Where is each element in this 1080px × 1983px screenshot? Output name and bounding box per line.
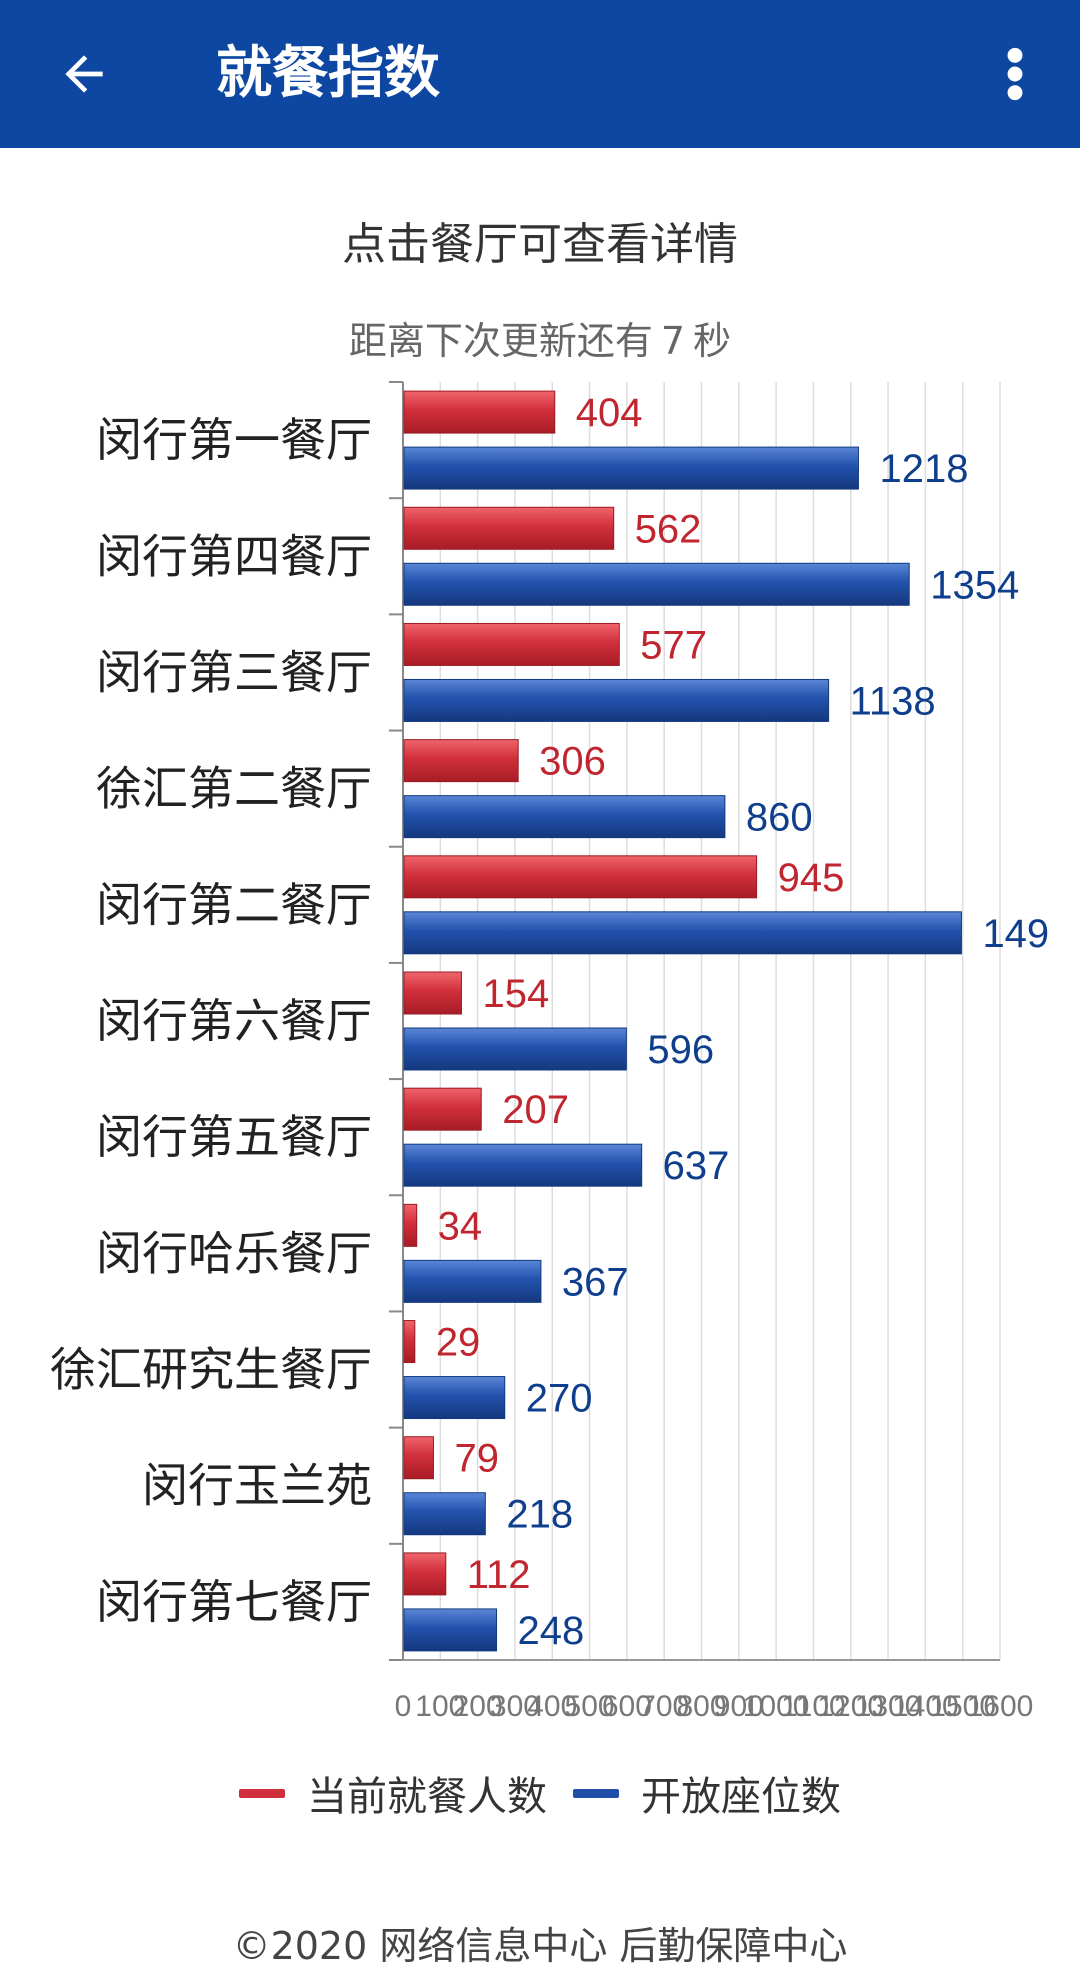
app-bar: 就餐指数: [0, 0, 1080, 148]
x-tick-label: 500: [565, 1690, 615, 1720]
bar-value-label: 29: [436, 1321, 481, 1365]
bar-open-seats[interactable]: [403, 1027, 627, 1071]
bar-current-diners[interactable]: [403, 622, 620, 666]
bar-current-diners[interactable]: [403, 1320, 416, 1364]
bar-open-seats[interactable]: [403, 795, 726, 839]
bar-open-seats[interactable]: [403, 1608, 498, 1652]
bar-value-label: 945: [778, 856, 845, 900]
bar-value-label: 1138: [850, 679, 936, 723]
more-vert-icon: [1007, 47, 1023, 101]
bar-open-seats[interactable]: [403, 1259, 542, 1303]
bar-value-label: 34: [438, 1204, 483, 1248]
category-label[interactable]: 闵行第三餐厅: [96, 645, 372, 699]
countdown-seconds: 7: [660, 319, 686, 363]
x-tick-label: 700: [639, 1690, 689, 1720]
category-label[interactable]: 闵行第二餐厅: [96, 878, 372, 932]
arrow-left-icon: [65, 55, 103, 93]
dining-index-chart: 0 100200300400500600700800900100011001200…: [50, 381, 1049, 1720]
legend-swatch-blue: [573, 1788, 619, 1798]
bar-value-label: 154: [482, 972, 549, 1016]
bar-value-label: 637: [663, 1144, 730, 1188]
bar-current-diners[interactable]: [403, 1436, 434, 1480]
bar-value-label: 562: [635, 507, 702, 551]
legend-current-label: 当前就餐人数: [307, 1774, 547, 1820]
x-tick-label: 1100: [781, 1690, 846, 1720]
x-tick-label: 1000: [743, 1690, 810, 1720]
bar-current-diners[interactable]: [403, 1552, 447, 1596]
more-menu-button[interactable]: [990, 34, 1040, 114]
category-label[interactable]: 徐汇研究生餐厅: [50, 1343, 372, 1397]
legend-seats-label: 开放座位数: [641, 1774, 841, 1820]
bar-open-seats[interactable]: [403, 446, 859, 490]
bar-open-seats[interactable]: [403, 1143, 643, 1187]
bar-value-label: 1354: [930, 563, 1019, 607]
bar-current-diners[interactable]: [403, 1087, 482, 1131]
bar-value-label: 207: [502, 1088, 569, 1132]
bar-open-seats[interactable]: [403, 1376, 506, 1420]
category-label[interactable]: 闵行第一餐厅: [96, 413, 372, 467]
bar-value-label: 270: [526, 1377, 593, 1421]
chart-hint: 点击餐厅可查看详情: [342, 219, 738, 270]
countdown-prefix: 距离下次更新还有: [348, 319, 653, 363]
x-tick-label: 800: [676, 1690, 726, 1720]
x-tick-label: 0: [395, 1690, 412, 1720]
category-label[interactable]: 闵行第七餐厅: [96, 1575, 372, 1629]
bar-value-label: 367: [562, 1260, 629, 1304]
countdown-suffix: 秒: [693, 319, 732, 363]
category-label[interactable]: 闵行第五餐厅: [96, 1110, 372, 1164]
category-label[interactable]: 徐汇第二餐厅: [96, 762, 372, 816]
x-tick-label: 100: [415, 1690, 465, 1720]
bar-current-diners[interactable]: [403, 739, 519, 783]
page-title: 就餐指数: [216, 41, 440, 106]
legend-open-seats[interactable]: 开放座位数: [573, 1764, 841, 1822]
category-label[interactable]: 闵行哈乐餐厅: [96, 1226, 372, 1280]
bar-value-label: 404: [576, 391, 643, 435]
bar-value-label: 306: [539, 740, 606, 784]
legend-current-diners[interactable]: 当前就餐人数: [239, 1764, 547, 1822]
x-tick-label: 1600: [967, 1690, 1034, 1720]
bar-value-label: 218: [506, 1493, 573, 1537]
x-tick-label: 300: [490, 1690, 540, 1720]
bar-value-label: 79: [454, 1437, 499, 1481]
bar-open-seats[interactable]: [403, 911, 962, 955]
x-tick-label: 200: [453, 1690, 503, 1720]
x-tick-label: 900: [714, 1690, 764, 1720]
bar-open-seats[interactable]: [403, 678, 830, 722]
bar-current-diners[interactable]: [403, 855, 758, 899]
refresh-countdown: 距离下次更新还有 7 秒: [0, 310, 1080, 365]
chart-legend: 当前就餐人数 开放座位数: [0, 1765, 1080, 1821]
x-tick-label: 1500: [929, 1690, 996, 1720]
bar-current-diners[interactable]: [403, 390, 556, 434]
bar-current-diners[interactable]: [403, 506, 615, 550]
x-tick-label: 400: [527, 1690, 577, 1720]
category-label[interactable]: 闵行第六餐厅: [96, 994, 372, 1048]
bar-open-seats[interactable]: [403, 562, 910, 606]
bar-current-diners[interactable]: [403, 1203, 418, 1247]
bar-value-label: 1218: [879, 447, 968, 491]
x-tick-label: 1300: [855, 1690, 922, 1720]
legend-swatch-red: [239, 1788, 285, 1798]
x-tick-label: 1400: [892, 1690, 959, 1720]
copyright-footer: ©2020 网络信息中心 后勤保障中心: [232, 1924, 848, 1968]
back-button[interactable]: [44, 34, 124, 114]
x-tick-label: 600: [602, 1690, 652, 1720]
bar-value-label: 112: [467, 1553, 531, 1597]
category-label[interactable]: 闵行玉兰苑: [142, 1459, 372, 1513]
bar-value-label: 860: [746, 796, 813, 840]
bar-open-seats[interactable]: [403, 1492, 486, 1536]
bar-value-label: 596: [647, 1028, 714, 1072]
bar-value-label: 149: [982, 912, 1049, 956]
category-label[interactable]: 闵行第四餐厅: [96, 529, 372, 583]
bar-value-label: 577: [640, 623, 707, 667]
bar-current-diners[interactable]: [403, 971, 462, 1015]
x-tick-label: 1200: [817, 1690, 884, 1720]
bar-value-label: 248: [518, 1609, 585, 1653]
